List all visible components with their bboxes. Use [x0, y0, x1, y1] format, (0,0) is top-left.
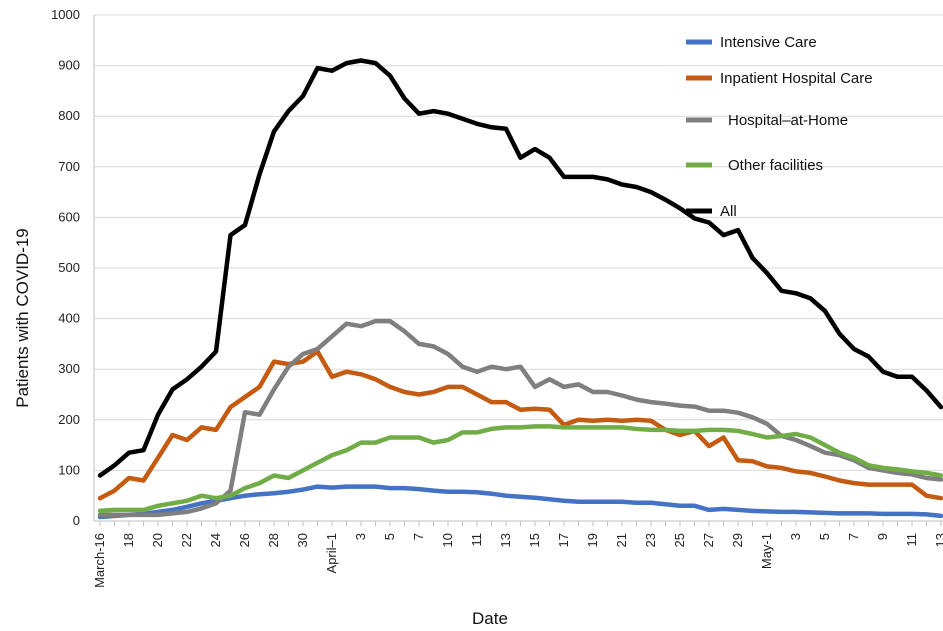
- y-tick-label: 400: [58, 311, 80, 326]
- x-tick-label: 11: [469, 533, 484, 547]
- x-axis-title: Date: [472, 609, 508, 628]
- y-tick-label: 1000: [51, 7, 80, 22]
- legend-label-intensive-care: Intensive Care: [720, 34, 817, 51]
- x-tick-label: 5: [817, 533, 832, 540]
- x-tick-label: 10: [440, 533, 455, 547]
- x-tick-label: 13: [498, 533, 513, 547]
- x-tick-label: 25: [672, 533, 687, 547]
- y-tick-label: 0: [73, 513, 80, 528]
- x-tick-label: 28: [266, 533, 281, 547]
- x-tick-label: 17: [556, 533, 571, 547]
- legend-label-other-facilities: Other facilities: [728, 157, 823, 174]
- x-tick-label: 5: [382, 533, 397, 540]
- x-tick-label: 21: [614, 533, 629, 547]
- x-tick-label: 24: [208, 533, 223, 547]
- x-tick-label: March-16: [92, 533, 107, 588]
- y-tick-label: 600: [58, 209, 80, 224]
- grid-lines: [94, 14, 943, 471]
- x-tick-label: 29: [730, 533, 745, 547]
- y-tick-label: 500: [58, 260, 80, 275]
- y-tick-labels: 0 100 200 300 400 500 600 700 800 900 1000: [51, 7, 80, 528]
- x-tick-label: 19: [585, 533, 600, 547]
- legend-label-inpatient-hospital-care: Inpatient Hospital Care: [720, 70, 873, 87]
- x-tick-label: 26: [237, 533, 252, 547]
- x-tick-label: 30: [295, 533, 310, 547]
- series-line-hospital-at-home: [97, 318, 943, 518]
- legend-label-hospital-at-home: Hospital–at-Home: [728, 112, 848, 129]
- y-tick-label: 800: [58, 108, 80, 123]
- x-tick-label: 22: [179, 533, 194, 547]
- x-tick-label: 18: [121, 533, 136, 547]
- x-tick-label: 13: [933, 533, 943, 547]
- x-tick-label: 7: [411, 533, 426, 540]
- y-tick-label: 700: [58, 159, 80, 174]
- legend: Intensive Care Inpatient Hospital Care Hos…: [686, 34, 873, 220]
- x-tick-label: 15: [527, 533, 542, 547]
- series-line-all: [97, 58, 943, 478]
- y-tick-label: 100: [58, 462, 80, 477]
- x-tick-label: 11: [904, 533, 919, 547]
- x-tick-label: 3: [353, 533, 368, 540]
- x-tick-labels: March-16 18 20 22 24 26 28 30 April–1 3 5 7 10 11 13 15…: [92, 533, 943, 588]
- series-line-inpatient-hospital-care: [97, 349, 943, 501]
- x-tick-label: 20: [150, 533, 165, 547]
- axes: [93, 15, 943, 526]
- x-tick-label: 7: [846, 533, 861, 540]
- y-tick-label: 200: [58, 412, 80, 427]
- x-tick-label: May-1: [759, 533, 774, 569]
- y-tick-label: 300: [58, 361, 80, 376]
- series-line-intensive-care: [97, 484, 943, 520]
- x-tick-label: 23: [643, 533, 658, 547]
- x-tick-label: 9: [875, 533, 890, 540]
- series-line-other-facilities: [97, 424, 943, 514]
- y-axis-title: Patients with COVID-19: [13, 228, 32, 408]
- x-tick-label: April–1: [324, 533, 339, 573]
- series-lines: [97, 58, 943, 520]
- y-tick-label: 900: [58, 58, 80, 73]
- x-tick-label: 3: [788, 533, 803, 540]
- legend-label-all: All: [720, 203, 737, 220]
- x-tick-label: 27: [701, 533, 716, 547]
